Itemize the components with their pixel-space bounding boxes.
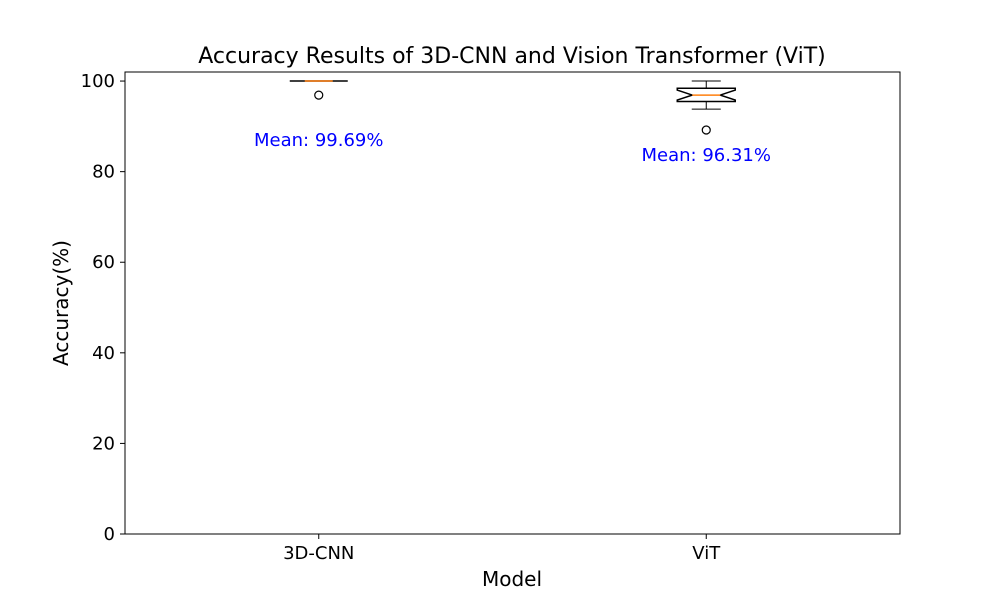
x-axis-label: Model <box>482 567 542 591</box>
notched-box <box>676 87 736 103</box>
y-tick-label: 20 <box>92 433 115 454</box>
x-tick-label: 3D-CNN <box>283 543 354 564</box>
plot-frame <box>124 71 901 535</box>
outlier-point <box>701 125 711 135</box>
y-axis-label: Accuracy(%) <box>49 240 73 366</box>
plot-area: 0 20 40 60 80 100 3D-CNN ViT Mean: 99.69% Mean: 9… <box>81 71 901 564</box>
y-tick-label: 100 <box>81 71 115 92</box>
chart-title: Accuracy Results of 3D-CNN and Vision Tr… <box>198 44 826 69</box>
y-tick-label: 40 <box>92 343 115 364</box>
mean-annotation: Mean: 96.31% <box>642 145 771 166</box>
x-tick-label: ViT <box>692 543 721 564</box>
outlier-point <box>314 90 324 100</box>
y-tick-label: 0 <box>104 524 115 545</box>
y-tick-label: 80 <box>92 162 115 183</box>
y-tick-label: 60 <box>92 252 115 273</box>
mean-annotation: Mean: 99.69% <box>254 130 383 151</box>
